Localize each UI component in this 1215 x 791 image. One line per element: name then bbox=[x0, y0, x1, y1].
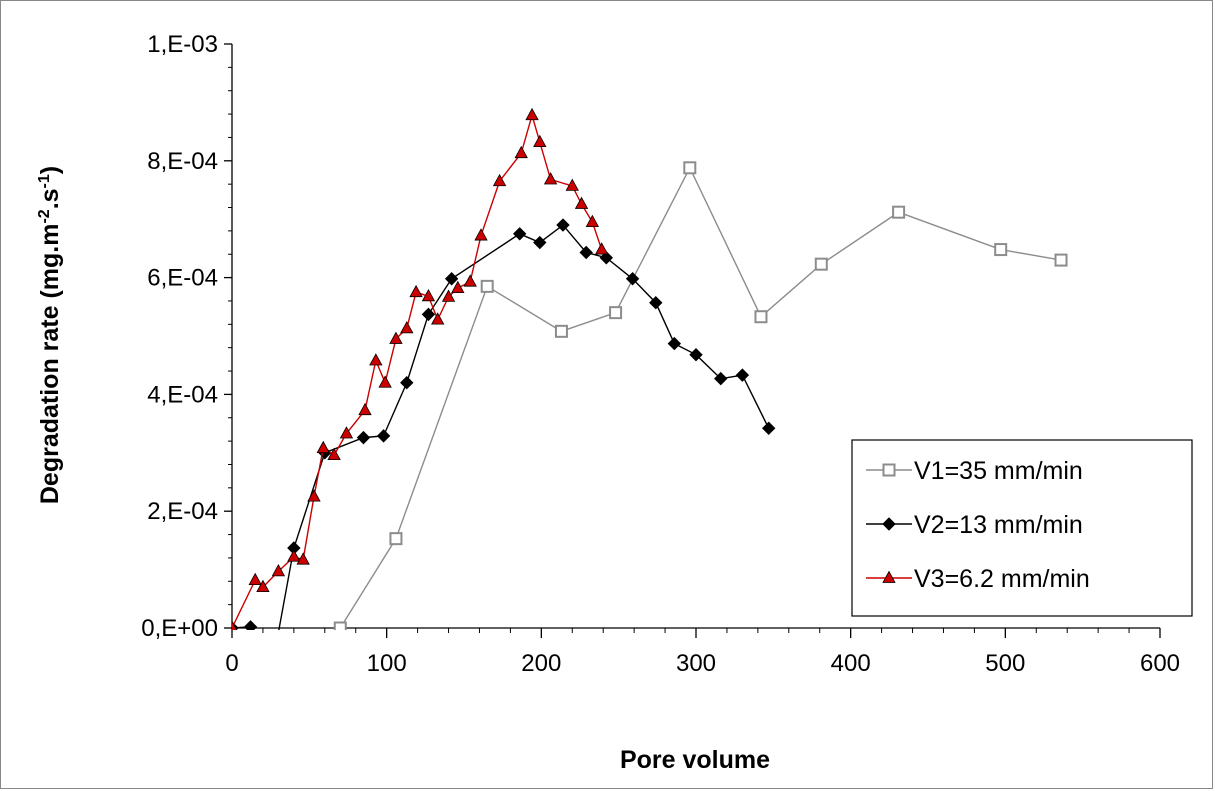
series-line bbox=[232, 112, 603, 629]
x-tick-label: 100 bbox=[367, 650, 407, 677]
series-1 bbox=[333, 161, 1068, 630]
data-point bbox=[431, 312, 445, 325]
data-point bbox=[625, 272, 640, 286]
legend: V1=35 mm/min V2=13 mm/min V3=6.2 mm/min bbox=[851, 439, 1193, 617]
data-point bbox=[287, 549, 301, 562]
data-point bbox=[369, 353, 383, 366]
data-point bbox=[463, 274, 477, 287]
data-point bbox=[683, 161, 697, 175]
data-point bbox=[492, 173, 507, 187]
legend-label: V1=35 mm/min bbox=[914, 457, 1083, 485]
data-point bbox=[376, 429, 391, 443]
legend-marker bbox=[882, 517, 896, 531]
data-point bbox=[892, 205, 906, 219]
legend-label: V2=13 mm/min bbox=[914, 511, 1083, 539]
data-point bbox=[400, 321, 414, 334]
data-point bbox=[525, 107, 539, 121]
data-point bbox=[421, 288, 436, 302]
data-point bbox=[609, 306, 623, 320]
data-point bbox=[339, 426, 354, 439]
data-point bbox=[232, 620, 238, 630]
data-point bbox=[754, 310, 768, 324]
data-point bbox=[556, 218, 570, 232]
data-point bbox=[421, 307, 436, 322]
data-point bbox=[585, 214, 600, 228]
y-axis-title-mid: .s bbox=[36, 188, 64, 209]
data-point bbox=[333, 621, 347, 630]
data-point bbox=[327, 447, 341, 461]
data-point bbox=[543, 172, 558, 185]
legend-label: V3=6.2 mm/min bbox=[914, 565, 1090, 593]
x-tick-label: 600 bbox=[1140, 650, 1180, 677]
data-point bbox=[444, 272, 459, 286]
data-point bbox=[316, 440, 330, 454]
data-point bbox=[296, 552, 310, 565]
data-point bbox=[735, 368, 750, 382]
y-tick-label: 4,E-04 bbox=[147, 381, 218, 408]
y-tick-label: 2,E-04 bbox=[147, 498, 218, 525]
data-point bbox=[512, 227, 527, 241]
x-axis-title: Pore volume bbox=[620, 746, 770, 774]
x-tick-label: 400 bbox=[831, 650, 871, 677]
y-axis-title-end: ) bbox=[36, 166, 64, 174]
data-point bbox=[714, 371, 728, 386]
data-point bbox=[451, 280, 465, 294]
y-tick-label: 1,E-03 bbox=[147, 31, 218, 58]
data-point bbox=[356, 430, 371, 445]
data-point bbox=[565, 178, 579, 191]
y-axis-title-sup1: -2 bbox=[36, 209, 53, 223]
data-point bbox=[667, 336, 682, 351]
data-point bbox=[994, 243, 1008, 257]
data-point bbox=[307, 489, 321, 502]
data-point bbox=[554, 324, 568, 338]
ticks: 0,E+00 2,E-04 4,E-04 6,E-04 8,E-04 1,E-03 0 100… bbox=[141, 31, 1180, 677]
data-point bbox=[814, 257, 828, 271]
y-tick-label: 6,E-04 bbox=[147, 265, 218, 292]
series-3 bbox=[232, 107, 609, 630]
data-point bbox=[256, 579, 270, 593]
x-tick-label: 500 bbox=[985, 650, 1025, 677]
x-tick-label: 0 bbox=[225, 650, 238, 677]
data-point bbox=[689, 347, 703, 362]
data-point bbox=[474, 228, 488, 241]
data-point bbox=[480, 279, 494, 293]
data-point bbox=[358, 402, 372, 416]
data-point bbox=[579, 245, 593, 260]
y-axis-title-sup2: -1 bbox=[36, 174, 53, 188]
data-point bbox=[574, 196, 589, 209]
y-axis-title: Degradation rate (mg.m-2.s-1) bbox=[36, 166, 64, 504]
data-point bbox=[514, 145, 528, 159]
legend-marker bbox=[882, 463, 896, 477]
y-tick-label: 0,E+00 bbox=[141, 615, 218, 642]
data-point bbox=[533, 134, 547, 148]
data-point bbox=[400, 376, 414, 390]
x-tick-label: 200 bbox=[521, 650, 561, 677]
legend-marker bbox=[882, 570, 896, 583]
data-point bbox=[761, 421, 776, 435]
data-point bbox=[594, 242, 609, 255]
data-point bbox=[649, 296, 663, 310]
data-point bbox=[533, 235, 547, 250]
series-line bbox=[232, 224, 770, 630]
data-point bbox=[409, 284, 423, 298]
series-2 bbox=[232, 218, 776, 630]
data-point bbox=[389, 532, 403, 546]
data-point bbox=[378, 375, 392, 388]
data-point bbox=[248, 572, 262, 586]
data-point bbox=[389, 331, 403, 344]
y-axis-title-main: Degradation rate (mg.m bbox=[36, 224, 64, 505]
series-layer bbox=[232, 107, 1068, 630]
y-tick-label: 8,E-04 bbox=[147, 148, 218, 175]
data-point bbox=[1054, 253, 1068, 267]
data-point bbox=[271, 564, 286, 577]
data-point bbox=[243, 620, 258, 630]
data-point bbox=[441, 289, 456, 302]
data-point bbox=[599, 251, 614, 265]
x-tick-label: 300 bbox=[676, 650, 716, 677]
